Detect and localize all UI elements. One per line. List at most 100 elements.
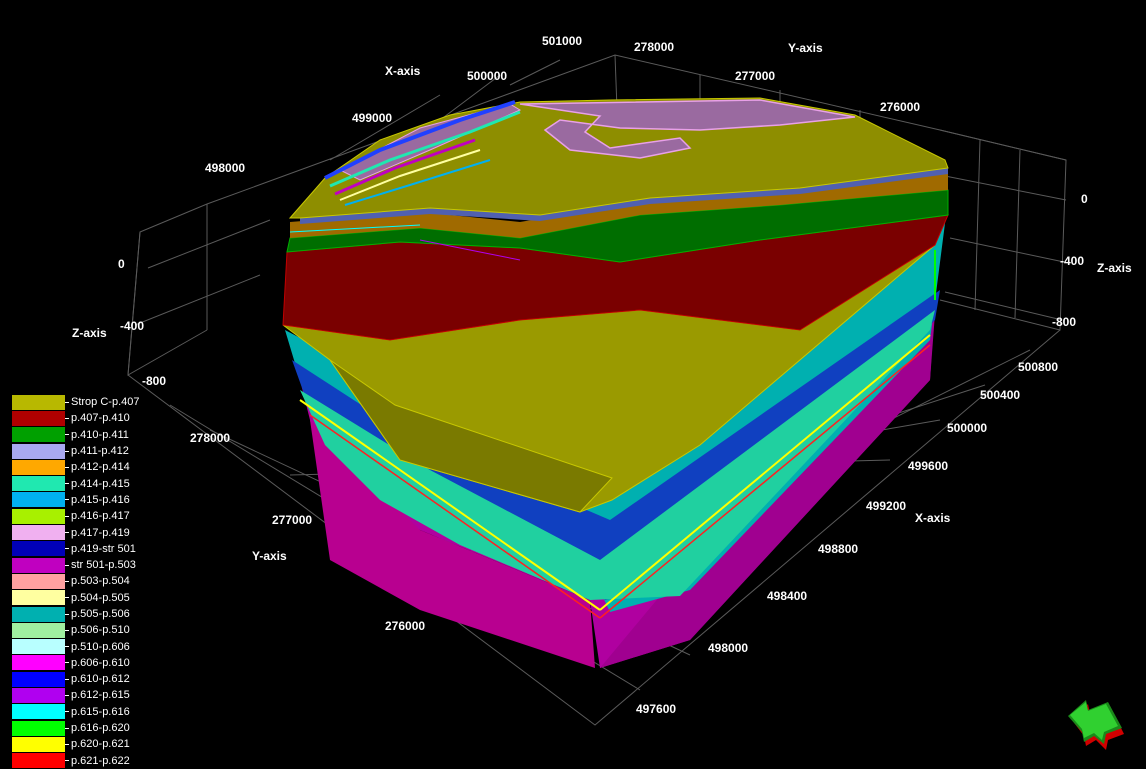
y-left-tick: 277000 xyxy=(272,513,312,527)
x-right-tick: 499600 xyxy=(908,459,948,473)
legend-tick xyxy=(65,499,69,501)
legend-tick xyxy=(65,678,69,680)
legend-tick xyxy=(65,711,69,713)
legend-tick xyxy=(65,727,69,729)
legend-swatch xyxy=(12,753,65,769)
legend-tick xyxy=(65,613,69,615)
legend-tick xyxy=(65,466,69,468)
legend-tick xyxy=(65,662,69,664)
legend-label: p.615-p.616 xyxy=(71,705,130,718)
y-axis-label-left: Y-axis xyxy=(252,549,287,563)
x-right-tick: 500000 xyxy=(947,421,987,435)
x-top-tick: 500000 xyxy=(467,69,507,83)
legend-tick xyxy=(65,564,69,566)
legend-tick xyxy=(65,760,69,762)
x-right-tick: 497600 xyxy=(636,702,676,716)
legend-swatch xyxy=(12,736,65,752)
legend-item: p.414-p.415 xyxy=(12,475,162,492)
legend-label: p.407-p.410 xyxy=(71,412,130,425)
legend-tick xyxy=(65,401,69,403)
legend-label: p.505-p.506 xyxy=(71,608,130,620)
navigation-arrow-icon[interactable] xyxy=(1066,698,1128,754)
z-right-tick: 0 xyxy=(1081,192,1088,206)
legend-swatch xyxy=(12,394,65,410)
legend-tick xyxy=(65,629,69,631)
legend-item: p.621-p.622 xyxy=(12,753,162,769)
legend-label: str 501-p.503 xyxy=(71,559,136,572)
legend-tick xyxy=(65,580,69,582)
y-left-tick: 276000 xyxy=(385,619,425,633)
legend-tick xyxy=(65,515,69,517)
legend-tick xyxy=(65,548,69,550)
legend-item: p.415-p.416 xyxy=(12,492,162,508)
legend-label: p.416-p.417 xyxy=(71,510,130,523)
legend-tick xyxy=(65,417,69,419)
x-top-tick: 499000 xyxy=(352,111,392,125)
legend-label: p.411-p.412 xyxy=(71,445,129,458)
legend-label: p.410-p.411 xyxy=(71,428,129,441)
legend-swatch xyxy=(12,459,65,475)
y-top-tick: 276000 xyxy=(880,100,920,114)
legend-label: p.415-p.416 xyxy=(71,493,130,506)
legend-swatch xyxy=(12,622,65,638)
legend-swatch xyxy=(12,639,65,655)
legend-swatch xyxy=(12,687,65,703)
legend-tick xyxy=(65,646,69,648)
y-axis-label-top: Y-axis xyxy=(788,41,823,55)
y-left-tick: 278000 xyxy=(190,431,230,445)
x-right-tick: 499200 xyxy=(866,499,906,513)
legend-item: p.506-p.510 xyxy=(12,622,162,638)
legend-item: str 501-p.503 xyxy=(12,557,162,573)
legend-item: p.417-p.419 xyxy=(12,524,162,541)
x-right-tick: 498400 xyxy=(767,589,807,603)
x-axis-label-top: X-axis xyxy=(385,64,421,78)
x-top-tick: 498000 xyxy=(205,161,245,175)
legend-swatch xyxy=(12,557,65,573)
legend-item: p.606-p.610 xyxy=(12,655,162,671)
legend-label: p.621-p.622 xyxy=(71,754,130,767)
legend-label: p.503-p.504 xyxy=(71,575,130,588)
x-right-tick: 498800 xyxy=(818,542,858,556)
legend-label: p.412-p.414 xyxy=(71,461,130,474)
geological-block xyxy=(282,97,949,668)
legend-item: p.407-p.410 xyxy=(12,410,162,426)
z-right-tick: -800 xyxy=(1052,315,1076,329)
legend-swatch xyxy=(12,410,65,426)
z-axis-label-right: Z-axis xyxy=(1097,261,1132,275)
legend-label: p.506-p.510 xyxy=(71,624,130,637)
legend-swatch xyxy=(12,525,65,541)
legend-swatch xyxy=(12,655,65,671)
x-top-tick: 501000 xyxy=(542,34,582,48)
legend-tick xyxy=(65,743,69,745)
legend-item: p.410-p.411 xyxy=(12,427,162,443)
legend-swatch xyxy=(12,704,65,720)
legend-swatch xyxy=(12,590,65,606)
legend-label: p.610-p.612 xyxy=(71,673,130,686)
legend-item: p.615-p.616 xyxy=(12,704,162,720)
legend-item: p.505-p.506 xyxy=(12,606,162,622)
x-right-tick: 500800 xyxy=(1018,360,1058,374)
legend-swatch xyxy=(12,720,65,736)
legend-label: p.417-p.419 xyxy=(71,526,130,539)
legend-label: p.606-p.610 xyxy=(71,656,130,669)
legend-item: p.419-str 501 xyxy=(12,541,162,557)
legend-label: p.419-str 501 xyxy=(71,542,136,555)
legend-tick xyxy=(65,597,69,599)
legend-item: p.616-p.620 xyxy=(12,720,162,736)
y-top-tick: 278000 xyxy=(634,40,674,54)
x-right-tick: 500400 xyxy=(980,388,1020,402)
legend-label: p.504-p.505 xyxy=(71,591,130,604)
legend-item: p.510-p.606 xyxy=(12,638,162,655)
legend-swatch xyxy=(12,427,65,443)
legend-swatch xyxy=(12,541,65,557)
legend: Strop C-p.407 p.407-p.410 p.410-p.411 p.411… xyxy=(12,394,162,769)
x-right-tick: 498000 xyxy=(708,641,748,655)
legend-item: Strop C-p.407 xyxy=(12,394,162,410)
legend-swatch xyxy=(12,573,65,589)
legend-tick xyxy=(65,694,69,696)
legend-label: p.620-p.621 xyxy=(71,738,130,751)
legend-label: Strop C-p.407 xyxy=(71,396,140,409)
legend-item: p.612-p.615 xyxy=(12,687,162,703)
legend-item: p.620-p.621 xyxy=(12,736,162,752)
